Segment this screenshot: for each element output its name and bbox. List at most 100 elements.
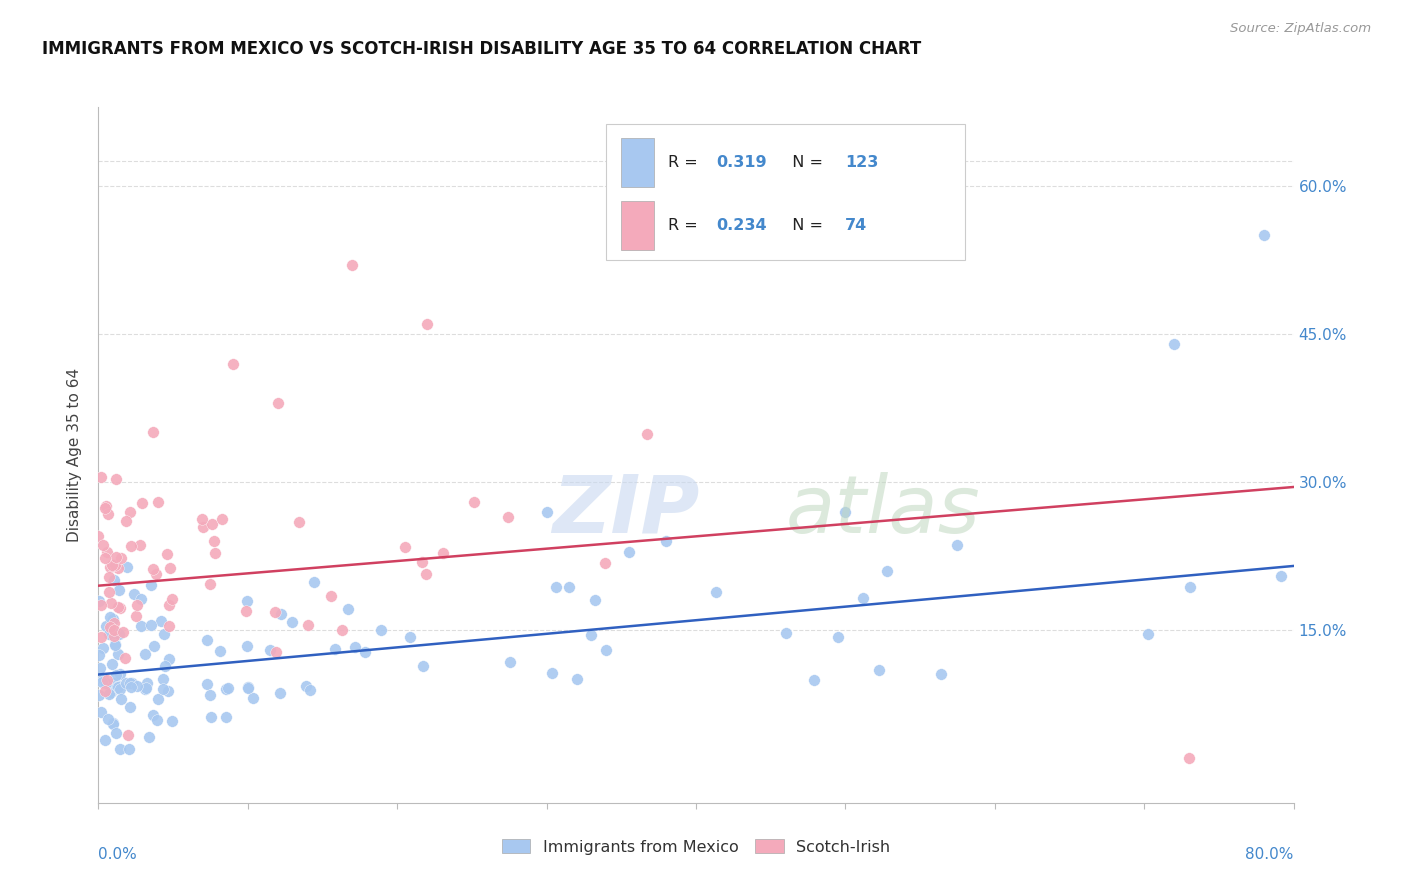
Point xyxy=(89,631,111,645)
Point xyxy=(412,659,434,673)
Point xyxy=(323,641,346,656)
Point xyxy=(117,560,139,574)
Point xyxy=(94,732,117,747)
FancyBboxPatch shape xyxy=(606,124,965,260)
Point xyxy=(415,566,437,581)
Point xyxy=(343,640,366,654)
Point xyxy=(775,625,797,640)
Text: R =: R = xyxy=(668,155,703,170)
Point xyxy=(201,517,224,532)
Y-axis label: Disability Age 35 to 64: Disability Age 35 to 64 xyxy=(67,368,83,542)
Point xyxy=(87,689,110,703)
Point xyxy=(153,658,176,673)
Point xyxy=(152,672,174,686)
Point xyxy=(98,569,121,583)
Point xyxy=(87,648,110,662)
Point xyxy=(394,540,416,554)
Point xyxy=(160,714,183,729)
Point xyxy=(96,673,118,687)
Point xyxy=(242,691,264,706)
Point xyxy=(118,676,141,690)
Point xyxy=(107,627,129,641)
Point xyxy=(94,499,117,513)
Point xyxy=(558,580,581,594)
Point xyxy=(411,555,433,569)
Point xyxy=(215,710,238,724)
Point xyxy=(1178,751,1201,765)
Point xyxy=(298,682,321,697)
Point xyxy=(127,680,149,694)
Point xyxy=(567,672,589,686)
Point xyxy=(236,639,259,653)
Point xyxy=(103,616,125,631)
Point xyxy=(195,676,218,690)
Point xyxy=(546,580,568,594)
Point xyxy=(110,692,132,706)
Point xyxy=(142,425,165,440)
Point xyxy=(157,598,180,612)
Text: 0.234: 0.234 xyxy=(716,218,766,233)
Point xyxy=(946,538,969,552)
Point xyxy=(193,520,215,534)
Point xyxy=(107,647,129,661)
Point xyxy=(134,682,156,697)
Point xyxy=(111,624,134,639)
Point xyxy=(97,712,120,726)
Point xyxy=(98,610,121,624)
Point xyxy=(107,600,129,615)
Point xyxy=(152,681,174,696)
Point xyxy=(101,627,124,641)
Point xyxy=(157,619,180,633)
Point xyxy=(125,609,148,624)
Point xyxy=(87,528,110,542)
Point xyxy=(139,578,162,592)
Text: atlas: atlas xyxy=(786,472,980,549)
Point xyxy=(101,716,124,731)
Text: N =: N = xyxy=(782,155,828,170)
Point xyxy=(195,632,218,647)
Point xyxy=(120,681,142,695)
Point xyxy=(595,643,617,657)
Point xyxy=(100,596,122,610)
Point xyxy=(280,615,302,630)
Point xyxy=(104,638,127,652)
Point xyxy=(150,614,173,628)
Point xyxy=(152,627,174,641)
FancyBboxPatch shape xyxy=(620,138,654,187)
Point xyxy=(159,560,181,574)
Point xyxy=(94,683,117,698)
Point xyxy=(115,514,138,528)
Point xyxy=(1270,569,1292,583)
Point xyxy=(98,559,121,574)
Point xyxy=(103,558,125,572)
Point xyxy=(104,676,127,690)
Point xyxy=(142,708,165,723)
Point xyxy=(98,687,121,701)
Point xyxy=(463,495,485,509)
Point xyxy=(142,562,165,576)
Point xyxy=(108,667,131,681)
Point xyxy=(105,726,128,740)
Point xyxy=(90,705,112,719)
Point xyxy=(655,534,678,549)
Point xyxy=(304,575,326,590)
Point xyxy=(135,681,157,695)
Point xyxy=(636,426,658,441)
Point xyxy=(354,645,377,659)
Point xyxy=(211,512,233,526)
Point xyxy=(198,689,221,703)
Point xyxy=(103,623,125,637)
Point xyxy=(104,637,127,651)
Point xyxy=(90,470,112,484)
Text: IMMIGRANTS FROM MEXICO VS SCOTCH-IRISH DISABILITY AGE 35 TO 64 CORRELATION CHART: IMMIGRANTS FROM MEXICO VS SCOTCH-IRISH D… xyxy=(42,40,921,58)
Point xyxy=(97,627,120,641)
Text: ZIP: ZIP xyxy=(553,472,700,549)
Point xyxy=(117,728,139,742)
Point xyxy=(541,665,564,680)
Point xyxy=(157,684,180,698)
Point xyxy=(1253,228,1275,243)
Point xyxy=(868,663,890,677)
Point xyxy=(270,607,292,622)
Point xyxy=(238,680,260,694)
Point xyxy=(120,539,142,553)
